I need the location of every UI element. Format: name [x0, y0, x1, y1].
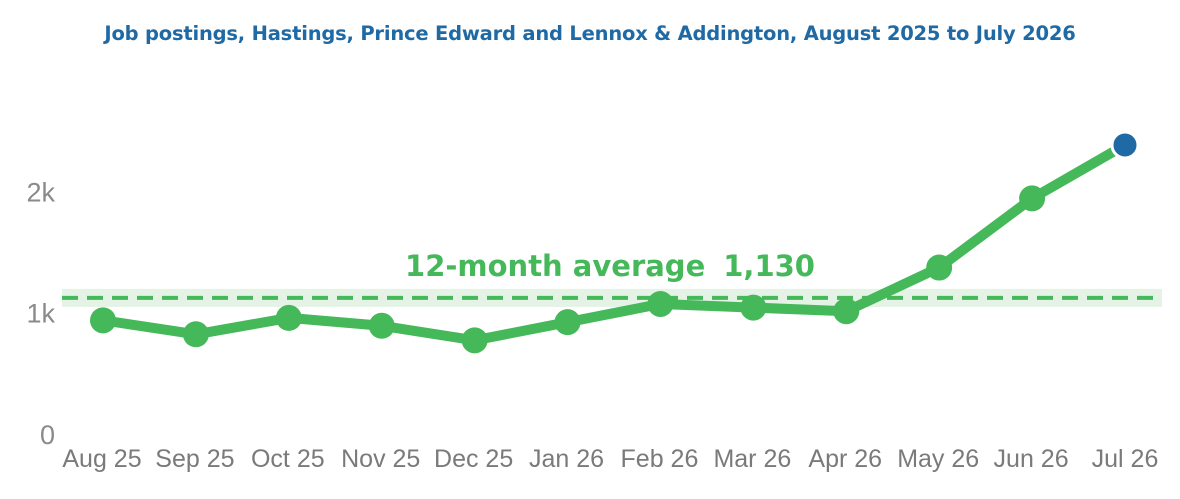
y-tick-label: 1k: [26, 299, 55, 329]
data-point: [1019, 185, 1046, 212]
data-point: [461, 327, 488, 354]
x-tick-label: May 26: [897, 445, 979, 473]
average-line-group: 12-month average 1,130: [62, 249, 1162, 307]
x-tick-label: Mar 26: [713, 445, 791, 473]
data-point: [833, 298, 860, 325]
average-label: 12-month average 1,130: [405, 249, 815, 283]
x-tick-label: Nov 25: [341, 445, 420, 473]
y-tick-label: 0: [40, 420, 55, 450]
x-tick-label: Apr 26: [808, 445, 882, 473]
data-point: [182, 321, 209, 348]
data-point: [90, 307, 116, 334]
data-points: [90, 130, 1140, 354]
data-point: [275, 304, 302, 331]
y-axis: 0 1k 2k: [26, 177, 55, 450]
data-point: [926, 254, 953, 281]
x-tick-label: Dec 25: [434, 445, 513, 473]
x-axis: Aug 25 Sep 25 Oct 25 Nov 25 Dec 25 Jan 26 Feb …: [62, 445, 1158, 473]
data-point: [554, 309, 581, 336]
series-line-path: [98, 140, 1130, 346]
data-point: [647, 290, 674, 317]
x-tick-label: Aug 25: [62, 445, 141, 473]
series-line: [98, 140, 1130, 346]
x-tick-label: Jul 26: [1092, 445, 1159, 473]
x-tick-label: Oct 25: [251, 445, 325, 473]
x-tick-label: Jun 26: [994, 445, 1069, 473]
data-point: [368, 312, 395, 339]
chart-title: Job postings, Hastings, Prince Edward an…: [104, 22, 1076, 45]
x-tick-label: Feb 26: [621, 445, 699, 473]
highlight-point: [1110, 130, 1140, 160]
x-tick-label: Sep 25: [155, 445, 234, 473]
data-point: [740, 294, 767, 321]
x-tick-label: Jan 26: [529, 445, 604, 473]
y-tick-label: 2k: [26, 177, 55, 207]
